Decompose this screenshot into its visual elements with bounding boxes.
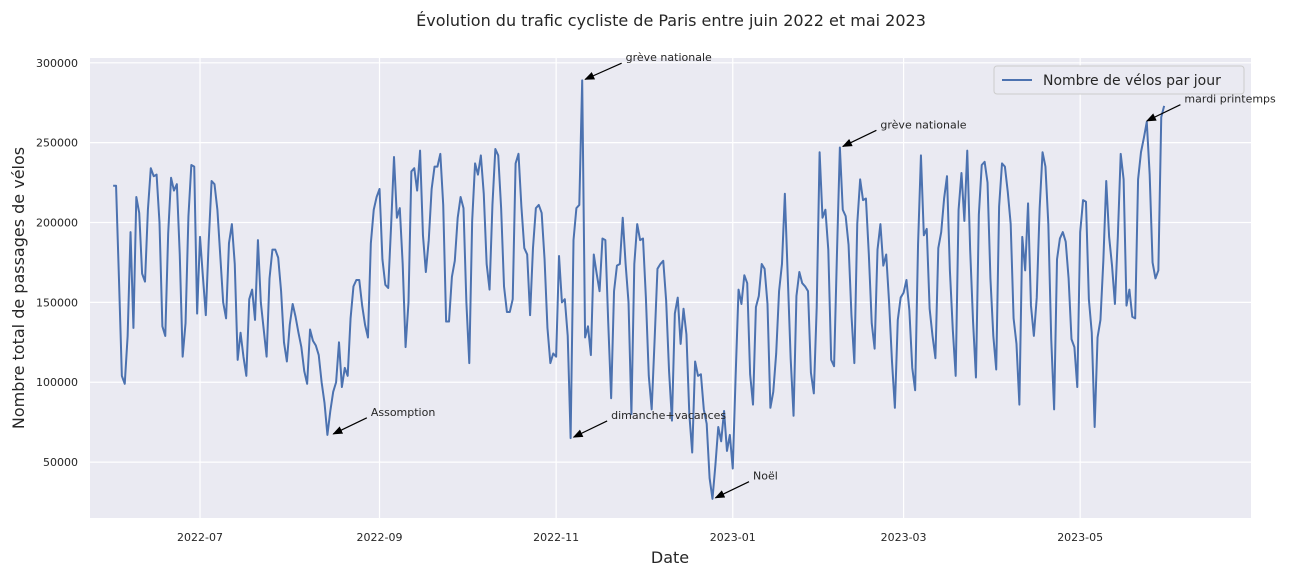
y-tick-label: 100000	[36, 376, 78, 389]
plot-area	[90, 58, 1251, 518]
x-axis: 2022-07 2022-09 2022-11 2023-01 2023-03 2023-…	[177, 531, 1103, 544]
annotation-label: mardi printemps	[1184, 93, 1276, 106]
annotation-label: Assomption	[371, 406, 436, 419]
grid	[90, 58, 1251, 518]
annotation-arrow	[572, 420, 608, 438]
chart-title: Évolution du trafic cycliste de Paris en…	[416, 11, 926, 30]
y-tick-label: 250000	[36, 137, 78, 150]
annotation-arrow	[584, 62, 622, 80]
x-tick-label: 2022-09	[357, 531, 403, 544]
annotation-arrow	[332, 417, 368, 435]
x-tick-label: 2022-07	[177, 531, 223, 544]
x-tick-label: 2023-03	[881, 531, 927, 544]
annotation-arrow	[841, 129, 877, 147]
x-tick-label: 2023-05	[1057, 531, 1103, 544]
annotation-arrow	[1145, 104, 1181, 122]
legend-label: Nombre de vélos par jour	[1043, 73, 1221, 89]
annotation-label: grève nationale	[626, 51, 712, 64]
y-axis: 50000 100000 150000 200000 250000 300000	[36, 57, 78, 469]
x-axis-label: Date	[651, 548, 689, 567]
y-tick-label: 300000	[36, 57, 78, 70]
series-lines	[113, 79, 1166, 500]
legend: Nombre de vélos par jour	[993, 65, 1245, 95]
annotation-label: grève nationale	[880, 118, 966, 131]
annotation-arrow	[714, 481, 750, 499]
series-line	[113, 79, 1166, 500]
x-tick-label: 2023-01	[710, 531, 756, 544]
annotation-label: dimanche+vacances	[611, 409, 726, 422]
annotation-label: Noël	[753, 470, 778, 483]
y-axis-label: Nombre total de passages de vélos	[9, 147, 28, 429]
annotations: Assomption grève nationale dimanche+vacanc…	[332, 51, 1276, 499]
legend-box	[993, 65, 1245, 95]
y-tick-label: 200000	[36, 217, 78, 230]
y-tick-label: 50000	[43, 456, 78, 469]
x-tick-label: 2022-11	[533, 531, 579, 544]
y-tick-label: 150000	[36, 296, 78, 309]
